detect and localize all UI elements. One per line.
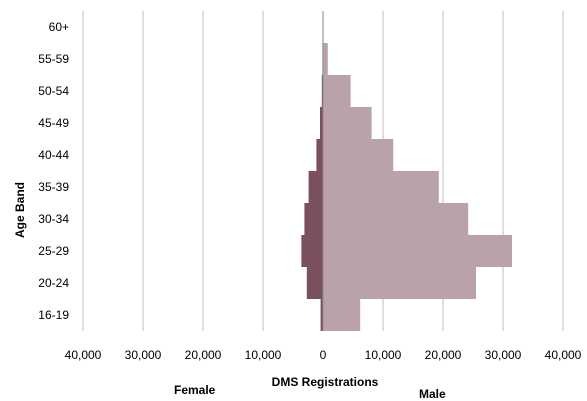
male-label: Male — [419, 387, 446, 401]
bars — [301, 11, 512, 331]
bar-male — [323, 299, 361, 331]
bar-female — [308, 171, 323, 203]
bar-male — [323, 203, 469, 235]
bar-male — [323, 171, 439, 203]
female-label: Female — [174, 383, 216, 397]
x-axis-title: DMS Registrations — [272, 375, 379, 389]
y-tick-label: 20-24 — [38, 276, 69, 290]
y-tick-label: 16-19 — [38, 308, 69, 322]
bar-male — [323, 267, 476, 299]
bar-male — [323, 139, 394, 171]
y-tick-labels: 16-19 20-24 25-29 30-34 35-39 40-44 45-49 50-54… — [38, 20, 69, 322]
bar-female — [301, 235, 323, 267]
y-tick-label: 40-44 — [38, 148, 69, 162]
y-axis-title: Age Band — [13, 181, 27, 238]
x-tick-label: 20,000 — [185, 348, 222, 362]
x-tick-label: 30,000 — [485, 348, 522, 362]
bar-female — [304, 203, 323, 235]
x-tick-label: 10,000 — [245, 348, 282, 362]
y-tick-label: 60+ — [49, 20, 69, 34]
y-tick-label: 25-29 — [38, 244, 69, 258]
x-tick-label: 30,000 — [125, 348, 162, 362]
bar-female — [320, 107, 323, 139]
bar-male — [323, 235, 512, 267]
bar-female — [306, 267, 323, 299]
bar-female — [316, 139, 323, 171]
bar-female — [320, 299, 323, 331]
x-tick-label: 0 — [320, 348, 327, 362]
x-tick-label: 20,000 — [425, 348, 462, 362]
y-tick-label: 45-49 — [38, 116, 69, 130]
x-tick-label: 40,000 — [65, 348, 102, 362]
bar-male — [323, 43, 328, 75]
y-tick-label: 55-59 — [38, 52, 69, 66]
y-tick-label: 30-34 — [38, 212, 69, 226]
y-tick-label: 35-39 — [38, 180, 69, 194]
bar-female — [321, 75, 323, 107]
x-tick-labels: 40,000 30,000 20,000 10,000 0 10,000 20,000 30,… — [65, 348, 582, 362]
y-tick-label: 50-54 — [38, 84, 69, 98]
bar-male — [323, 107, 372, 139]
bar-male — [323, 75, 351, 107]
x-tick-label: 40,000 — [545, 348, 582, 362]
x-tick-label: 10,000 — [365, 348, 402, 362]
